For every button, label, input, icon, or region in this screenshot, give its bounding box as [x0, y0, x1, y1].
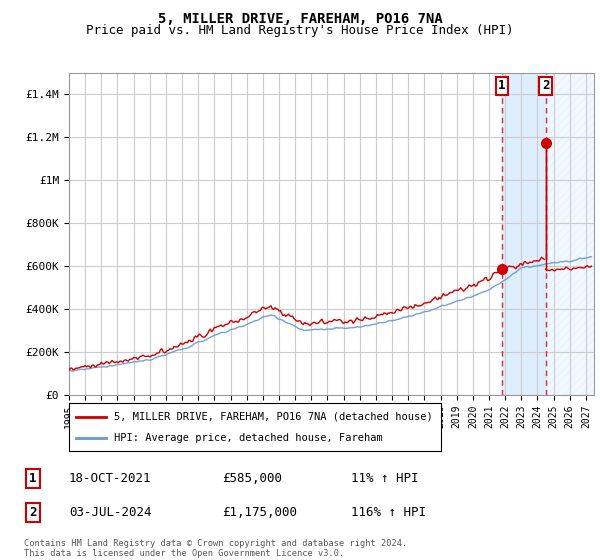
- Text: £585,000: £585,000: [222, 472, 282, 486]
- Text: Price paid vs. HM Land Registry's House Price Index (HPI): Price paid vs. HM Land Registry's House …: [86, 24, 514, 36]
- Text: 1: 1: [29, 472, 37, 486]
- Text: Contains HM Land Registry data © Crown copyright and database right 2024.
This d: Contains HM Land Registry data © Crown c…: [24, 539, 407, 558]
- Text: £1,175,000: £1,175,000: [222, 506, 297, 519]
- Text: 2: 2: [542, 80, 549, 92]
- Text: 5, MILLER DRIVE, FAREHAM, PO16 7NA (detached house): 5, MILLER DRIVE, FAREHAM, PO16 7NA (deta…: [113, 412, 433, 422]
- Text: 18-OCT-2021: 18-OCT-2021: [69, 472, 151, 486]
- Text: HPI: Average price, detached house, Fareham: HPI: Average price, detached house, Fare…: [113, 433, 382, 444]
- Text: 1: 1: [498, 80, 506, 92]
- Text: 5, MILLER DRIVE, FAREHAM, PO16 7NA: 5, MILLER DRIVE, FAREHAM, PO16 7NA: [158, 12, 442, 26]
- Text: 11% ↑ HPI: 11% ↑ HPI: [351, 472, 419, 486]
- Bar: [502, 73, 545, 395]
- Text: 116% ↑ HPI: 116% ↑ HPI: [351, 506, 426, 519]
- Text: 03-JUL-2024: 03-JUL-2024: [69, 506, 151, 519]
- Bar: [545, 73, 594, 395]
- Text: 2: 2: [29, 506, 37, 519]
